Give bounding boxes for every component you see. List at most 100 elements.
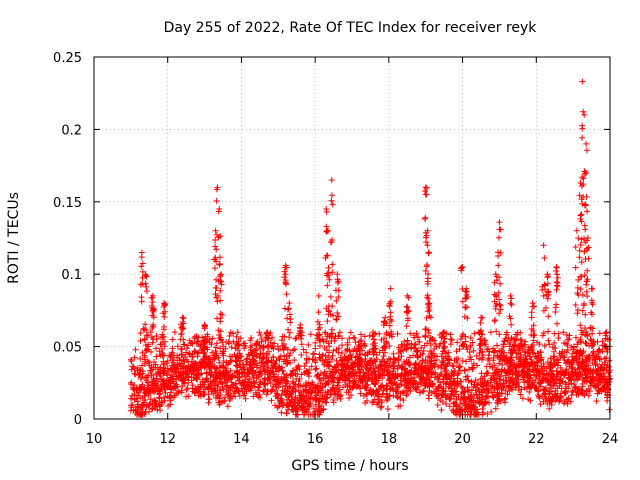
- data-point: [253, 341, 260, 348]
- data-point: [461, 367, 468, 374]
- data-point: [570, 343, 577, 350]
- data-point: [593, 353, 600, 360]
- data-point: [395, 344, 402, 351]
- data-point: [177, 372, 184, 379]
- data-point: [139, 274, 146, 281]
- data-point: [204, 344, 211, 351]
- data-point: [324, 318, 331, 325]
- data-point: [578, 211, 585, 218]
- data-point: [212, 344, 219, 351]
- data-point: [514, 329, 521, 336]
- data-point: [441, 338, 448, 345]
- data-point: [562, 390, 569, 397]
- data-point: [513, 349, 520, 356]
- data-point: [581, 325, 588, 332]
- data-point: [569, 368, 576, 375]
- data-point: [225, 390, 232, 397]
- data-point: [142, 321, 149, 328]
- data-point: [138, 249, 145, 256]
- data-point: [446, 396, 453, 403]
- data-point: [412, 360, 419, 367]
- data-point: [553, 320, 560, 327]
- x-tick-label: 18: [381, 432, 398, 447]
- data-point: [257, 345, 264, 352]
- data-point: [567, 398, 574, 405]
- data-point: [572, 384, 579, 391]
- grid-lines: [94, 57, 610, 419]
- data-point: [417, 389, 424, 396]
- data-point: [154, 364, 161, 371]
- data-point: [381, 335, 388, 342]
- data-point: [398, 381, 405, 388]
- data-point: [333, 297, 340, 304]
- data-point: [161, 313, 168, 320]
- data-point: [532, 377, 539, 384]
- data-point: [149, 325, 156, 332]
- data-point: [483, 386, 490, 393]
- data-point: [502, 377, 509, 384]
- data-point: [375, 399, 382, 406]
- data-point: [422, 364, 429, 371]
- data-point: [508, 384, 515, 391]
- data-point: [176, 373, 183, 380]
- data-point: [183, 393, 190, 400]
- data-point: [495, 253, 502, 260]
- data-point: [150, 375, 157, 382]
- data-point: [590, 341, 597, 348]
- data-point: [403, 309, 410, 316]
- data-point: [220, 352, 227, 359]
- data-point: [398, 341, 405, 348]
- data-point: [537, 357, 544, 364]
- data-point: [504, 337, 511, 344]
- data-point: [146, 362, 153, 369]
- data-point: [572, 244, 579, 251]
- data-point: [517, 391, 524, 398]
- data-point: [511, 342, 518, 349]
- data-point: [228, 384, 235, 391]
- data-point: [181, 341, 188, 348]
- data-point: [579, 307, 586, 314]
- data-point: [278, 364, 285, 371]
- data-point: [464, 293, 471, 300]
- data-point: [499, 358, 506, 365]
- data-point: [413, 365, 420, 372]
- data-point: [180, 315, 187, 322]
- data-point: [139, 280, 146, 287]
- data-point: [160, 377, 167, 384]
- data-point: [445, 383, 452, 390]
- data-point: [315, 292, 322, 299]
- data-point: [214, 298, 221, 305]
- data-point: [308, 363, 315, 370]
- data-point: [205, 386, 212, 393]
- data-point: [182, 349, 189, 356]
- data-point: [178, 387, 185, 394]
- data-point: [212, 387, 219, 394]
- data-point: [453, 348, 460, 355]
- data-point: [510, 336, 517, 343]
- data-point: [139, 260, 146, 267]
- data-point: [356, 338, 363, 345]
- data-point: [291, 403, 298, 410]
- data-point: [360, 378, 367, 385]
- data-point: [260, 363, 267, 370]
- data-point: [381, 358, 388, 365]
- data-point: [459, 395, 466, 402]
- data-point: [140, 325, 147, 332]
- data-point: [561, 357, 568, 364]
- data-point: [456, 364, 463, 371]
- data-point: [471, 330, 478, 337]
- data-point: [378, 403, 385, 410]
- data-point: [356, 361, 363, 368]
- data-point: [168, 371, 175, 378]
- data-point: [213, 246, 220, 253]
- data-point: [290, 347, 297, 354]
- data-point: [193, 366, 200, 373]
- data-point: [333, 357, 340, 364]
- data-point: [258, 359, 265, 366]
- data-point: [178, 324, 185, 331]
- data-point: [339, 356, 346, 363]
- axis-ticks: 10 12 14 16 18 20 22 24 0 0.05 0.1 0.15 0.2 0.25: [53, 51, 618, 447]
- data-point: [555, 330, 562, 337]
- data-point: [529, 341, 536, 348]
- data-point: [218, 379, 225, 386]
